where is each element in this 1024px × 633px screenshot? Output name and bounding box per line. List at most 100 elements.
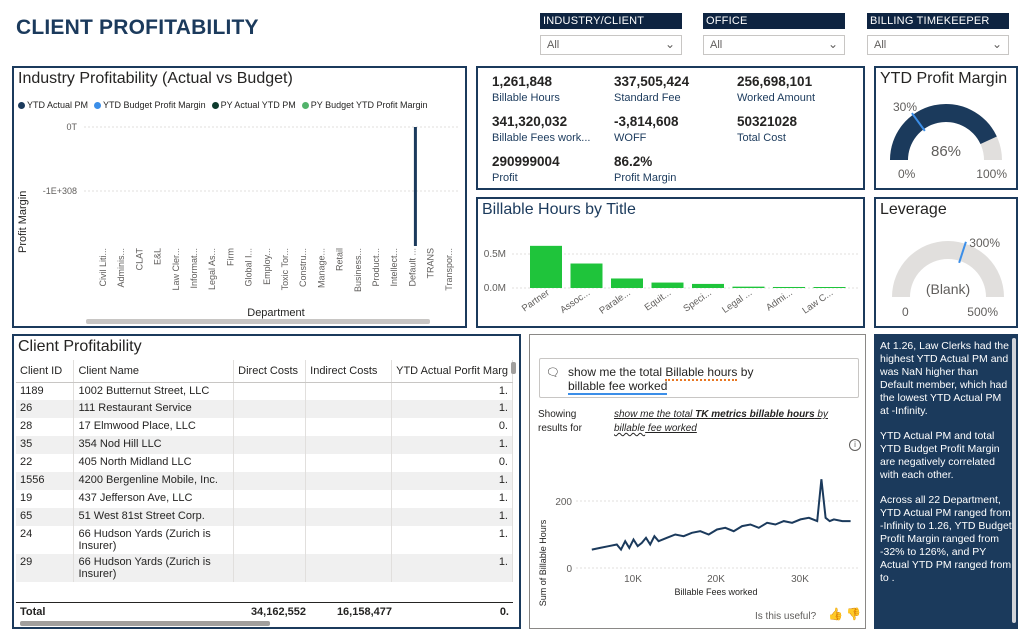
cell-client-name: 66 Hudson Yards (Zurich is Insurer) xyxy=(73,526,235,554)
table-row[interactable]: 1556 4200 Bergenline Mobile, Inc. 1. xyxy=(16,472,513,490)
industry-client-slicer[interactable]: INDUSTRY/CLIENT All ⌄ xyxy=(540,13,682,55)
industry-profitability-chart[interactable]: Industry Profitability (Actual vs Budget… xyxy=(12,66,467,328)
x-tick-label: Global I... xyxy=(244,248,254,287)
thumbs-up-icon[interactable]: 👍 xyxy=(828,607,843,621)
x-tick-label: Default ... xyxy=(407,248,417,287)
cell-client-id: 28 xyxy=(16,418,75,436)
table-row[interactable]: 26 111 Restaurant Service 1. xyxy=(16,400,513,418)
slicer-value: All xyxy=(547,39,560,51)
legend-item[interactable]: PY Budget YTD Profit Margin xyxy=(301,100,428,110)
x-tick-label: Partner xyxy=(520,287,552,314)
cell-direct-costs xyxy=(233,490,307,508)
vertical-scrollbar[interactable] xyxy=(511,362,516,374)
column-header-direct-costs[interactable]: Direct Costs xyxy=(233,360,307,383)
cell-ytd-pm: 1. xyxy=(391,508,513,526)
data-bar[interactable] xyxy=(773,286,805,288)
chevron-down-icon[interactable]: ⌄ xyxy=(664,37,675,51)
cell-ytd-pm: 1. xyxy=(391,490,513,508)
gauge-title: YTD Profit Margin xyxy=(880,70,1008,87)
cell-ytd-pm: 1. xyxy=(391,526,513,554)
data-line xyxy=(591,479,851,552)
office-slicer[interactable]: OFFICE All ⌄ xyxy=(703,13,845,55)
chevron-down-icon[interactable]: ⌄ xyxy=(991,37,1002,51)
chevron-down-icon[interactable]: ⌄ xyxy=(827,37,838,51)
info-icon[interactable]: i xyxy=(849,439,861,451)
cell-client-id: 35 xyxy=(16,436,75,454)
slicer-value: All xyxy=(710,39,723,51)
gauge-target-label: 30% xyxy=(893,100,917,114)
cell-client-name: 66 Hudson Yards (Zurich is Insurer) xyxy=(73,554,235,582)
total-label: Total xyxy=(20,606,46,618)
billable-hours-by-title-chart[interactable]: Billable Hours by Title 0.5M 0.0M Partne… xyxy=(476,197,865,328)
data-bar[interactable] xyxy=(813,287,846,288)
qa-restatement-link[interactable]: show me the total TK metrics billable ho… xyxy=(614,409,828,434)
data-bar[interactable] xyxy=(651,282,684,288)
cell-client-name: 1002 Butternut Street, LLC xyxy=(73,382,235,400)
table-row[interactable]: 1189 1002 Butternut Street, LLC 1. xyxy=(16,382,513,400)
industry-client-dropdown[interactable]: All ⌄ xyxy=(540,35,682,55)
cell-indirect-costs xyxy=(305,490,393,508)
kpi-total-cost: 50321028 Total Cost xyxy=(737,114,798,144)
kpi-card: 1,261,848 Billable Hours 337,505,424 Stand… xyxy=(476,66,865,190)
column-header-client-name[interactable]: Client Name xyxy=(73,360,235,383)
chart-legend: YTD Actual PM YTD Budget Profit Margin P… xyxy=(18,100,428,110)
smart-narrative: At 1.26, Law Clerks had the highest YTD … xyxy=(874,334,1018,629)
cell-direct-costs xyxy=(233,508,307,526)
qa-question-input[interactable]: show me the total Billable hours by bill… xyxy=(568,365,754,395)
qa-visual[interactable]: 🗨 show me the total Billable hours by bi… xyxy=(529,334,866,629)
y-tick-label: 0T xyxy=(66,122,77,132)
table-row[interactable]: 19 437 Jefferson Ave, LLC 1. xyxy=(16,490,513,508)
x-tick-label: Employ... xyxy=(262,248,272,285)
data-bar[interactable] xyxy=(692,283,724,288)
kpi-billable-hours: 1,261,848 Billable Hours xyxy=(492,74,560,104)
thumbs-down-icon[interactable]: 👎 xyxy=(846,607,861,621)
column-header-indirect-costs[interactable]: Indirect Costs xyxy=(305,360,393,383)
table-row[interactable]: 29 66 Hudson Yards (Zurich is Insurer) 1. xyxy=(16,554,513,582)
ytd-profit-margin-gauge[interactable]: YTD Profit Margin 86% 30% 0% 100% xyxy=(874,66,1018,190)
gauge-min-label: 0% xyxy=(898,167,916,181)
gauge-value: 86% xyxy=(931,143,961,160)
cell-ytd-pm: 1. xyxy=(391,382,513,400)
leverage-gauge[interactable]: Leverage (Blank) 300% 0 500% xyxy=(874,197,1018,328)
qa-question-box[interactable]: 🗨 show me the total Billable hours by bi… xyxy=(539,358,859,398)
cell-ytd-pm: 1. xyxy=(391,436,513,454)
x-tick-label: Legal As... xyxy=(207,248,217,290)
data-bar[interactable] xyxy=(732,286,765,288)
billing-timekeeper-dropdown[interactable]: All ⌄ xyxy=(867,35,1009,55)
kpi-profit-margin: 86.2% Profit Margin xyxy=(614,154,677,184)
legend-item[interactable]: YTD Actual PM xyxy=(18,100,88,110)
gauge-track xyxy=(892,241,1004,297)
column-header-client-id[interactable]: Client ID xyxy=(16,360,75,383)
client-profitability-table[interactable]: Client Profitability Client ID Client Na… xyxy=(12,334,521,629)
vertical-scrollbar[interactable] xyxy=(1012,338,1016,623)
horizontal-scrollbar[interactable] xyxy=(86,319,430,324)
cell-client-name: 4200 Bergenline Mobile, Inc. xyxy=(73,472,235,490)
data-bar[interactable] xyxy=(570,263,603,288)
legend-item[interactable]: YTD Budget Profit Margin xyxy=(94,100,206,110)
x-tick-label: Manage... xyxy=(316,248,326,288)
table-row[interactable]: 22 405 North Midland LLC 0. xyxy=(16,454,513,472)
cell-client-name: 405 North Midland LLC xyxy=(73,454,235,472)
office-dropdown[interactable]: All ⌄ xyxy=(703,35,845,55)
table-body[interactable]: Client ID Client Name Direct Costs Indir… xyxy=(16,360,513,604)
feedback-prompt: Is this useful? xyxy=(755,611,817,622)
data-bar[interactable] xyxy=(530,245,562,288)
x-tick-label: Speci... xyxy=(681,287,713,314)
data-bar[interactable] xyxy=(611,278,643,288)
data-bar[interactable] xyxy=(413,127,417,246)
billing-timekeeper-slicer[interactable]: BILLING TIMEKEEPER All ⌄ xyxy=(867,13,1009,55)
table-row[interactable]: 24 66 Hudson Yards (Zurich is Insurer) 1. xyxy=(16,526,513,554)
column-header-ytd-actual-pm[interactable]: YTD Actual Porfit Marg xyxy=(391,360,513,383)
slicer-label: OFFICE xyxy=(703,13,845,29)
x-tick-label: 30K xyxy=(791,574,809,585)
cell-client-id: 22 xyxy=(16,454,75,472)
table-row[interactable]: 35 354 Nod Hill LLC 1. xyxy=(16,436,513,454)
table-row[interactable]: 65 51 West 81st Street Corp. 1. xyxy=(16,508,513,526)
gauge-min-label: 0 xyxy=(902,305,909,319)
cell-client-id: 24 xyxy=(16,526,75,554)
cell-indirect-costs xyxy=(305,554,393,582)
x-tick-label: Firm xyxy=(225,248,235,266)
table-row[interactable]: 28 17 Elmwood Place, LLC 0. xyxy=(16,418,513,436)
horizontal-scrollbar[interactable] xyxy=(20,621,270,626)
legend-item[interactable]: PY Actual YTD PM xyxy=(211,100,296,110)
